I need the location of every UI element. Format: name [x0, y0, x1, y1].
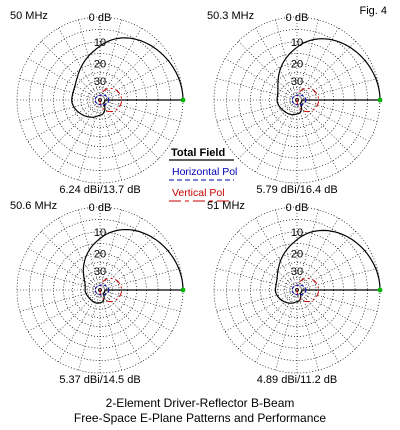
grid-spoke — [224, 248, 370, 332]
performance-label: 5.37 dBi/14.5 dB — [59, 374, 140, 386]
total-field-trace — [71, 37, 184, 118]
ring-label: 10 — [94, 227, 106, 239]
grid-spoke — [216, 78, 378, 122]
grid-spoke — [216, 268, 378, 312]
horizontal-pol-trace — [94, 94, 110, 106]
grid-spoke — [255, 27, 339, 173]
grid-spoke — [275, 209, 319, 371]
grid-spoke — [41, 41, 159, 159]
frequency-label: 50 MHz — [10, 10, 48, 22]
grid-spoke — [58, 217, 142, 363]
performance-label: 5.79 dBi/16.4 dB — [256, 184, 337, 196]
grid-spoke — [275, 209, 319, 371]
vertical-pol-trace — [296, 87, 320, 113]
legend-total-label: Total Field — [171, 147, 225, 159]
grid-spoke — [41, 231, 159, 349]
grid-spoke — [78, 209, 122, 371]
max-gain-marker — [377, 287, 383, 293]
caption-subtitle: Free-Space E-Plane Patterns and Performa… — [73, 411, 327, 425]
grid-spoke — [275, 19, 319, 181]
grid-spoke — [27, 248, 173, 332]
grid-spoke — [255, 217, 339, 363]
legend: Total Field Horizontal Pol Vertical Pol — [169, 147, 237, 202]
grid-spoke — [224, 58, 370, 142]
ring-label: 20 — [291, 59, 303, 71]
grid-spoke — [27, 248, 173, 332]
grid-spoke — [19, 78, 181, 122]
ring-label: 20 — [94, 59, 106, 71]
grid-spoke — [238, 41, 356, 159]
grid-spoke — [78, 19, 122, 181]
frequency-label: 51 MHz — [207, 200, 245, 212]
grid-spoke — [224, 58, 370, 142]
grid-spoke — [58, 27, 142, 173]
grid-spoke — [275, 19, 319, 181]
vertical-pol-trace — [99, 87, 123, 113]
legend-horizontal-label: Horizontal Pol — [172, 166, 237, 178]
ring-label: 0 dB — [89, 202, 112, 214]
performance-label: 4.89 dBi/11.2 dB — [257, 374, 338, 386]
grid-spoke — [216, 268, 378, 312]
ring-label: 10 — [291, 37, 303, 49]
grid-spoke — [255, 27, 339, 173]
total-field-trace — [274, 229, 381, 304]
frequency-label: 50.6 MHz — [10, 200, 57, 212]
ring-label: 10 — [291, 227, 303, 239]
grid-spoke — [238, 231, 356, 349]
grid-spoke — [224, 248, 370, 332]
grid-spoke — [255, 217, 339, 363]
ring-label: 0 dB — [286, 202, 309, 214]
max-gain-marker — [180, 97, 186, 103]
grid-spoke — [58, 217, 142, 363]
grid-spoke — [41, 231, 159, 349]
polar-panel: 0 dB 10 20 30 50 MHz 6.24 dBi/13.7 dB — [10, 10, 186, 196]
horizontal-pol-trace — [291, 94, 307, 106]
max-gain-marker — [180, 287, 186, 293]
grid-spoke — [19, 268, 181, 312]
grid-spoke — [78, 19, 122, 181]
polar-panel: 0 dB 10 20 30 50.3 MHz 5.79 dBi/16.4 dB — [207, 10, 383, 196]
grid-spoke — [19, 268, 181, 312]
caption-title: 2-Element Driver-Reflector B-Beam — [105, 396, 295, 410]
polar-panel: 0 dB 10 20 30 50.6 MHz 5.37 dBi/14.5 dB — [10, 200, 186, 386]
ring-label: 30 — [291, 266, 303, 278]
total-field-trace — [82, 229, 184, 304]
ring-label: 30 — [94, 266, 106, 278]
grid-spoke — [41, 41, 159, 159]
frequency-label: 50.3 MHz — [207, 10, 254, 22]
grid-spoke — [27, 58, 173, 142]
max-gain-marker — [377, 97, 383, 103]
ring-label: 0 dB — [286, 12, 309, 24]
ring-label: 20 — [94, 249, 106, 261]
ring-label: 20 — [291, 249, 303, 261]
legend-vertical-label: Vertical Pol — [172, 187, 225, 199]
total-field-trace — [276, 38, 381, 116]
ring-label: 30 — [94, 76, 106, 88]
vertical-pol-trace — [99, 277, 123, 303]
grid-spoke — [27, 58, 173, 142]
grid-spoke — [78, 209, 122, 371]
grid-spoke — [238, 41, 356, 159]
vertical-pol-trace — [296, 277, 320, 303]
ring-label: 10 — [94, 37, 106, 49]
horizontal-pol-trace — [291, 284, 307, 296]
grid-spoke — [216, 78, 378, 122]
ring-label: 30 — [291, 76, 303, 88]
polar-panel: 0 dB 10 20 30 51 MHz 4.89 dBi/11.2 dB — [207, 200, 383, 386]
ring-label: 0 dB — [89, 12, 112, 24]
grid-spoke — [238, 231, 356, 349]
figure-label: Fig. 4 — [359, 5, 387, 17]
performance-label: 6.24 dBi/13.7 dB — [59, 184, 140, 196]
grid-spoke — [19, 78, 181, 122]
grid-spoke — [58, 27, 142, 173]
horizontal-pol-trace — [94, 284, 110, 296]
